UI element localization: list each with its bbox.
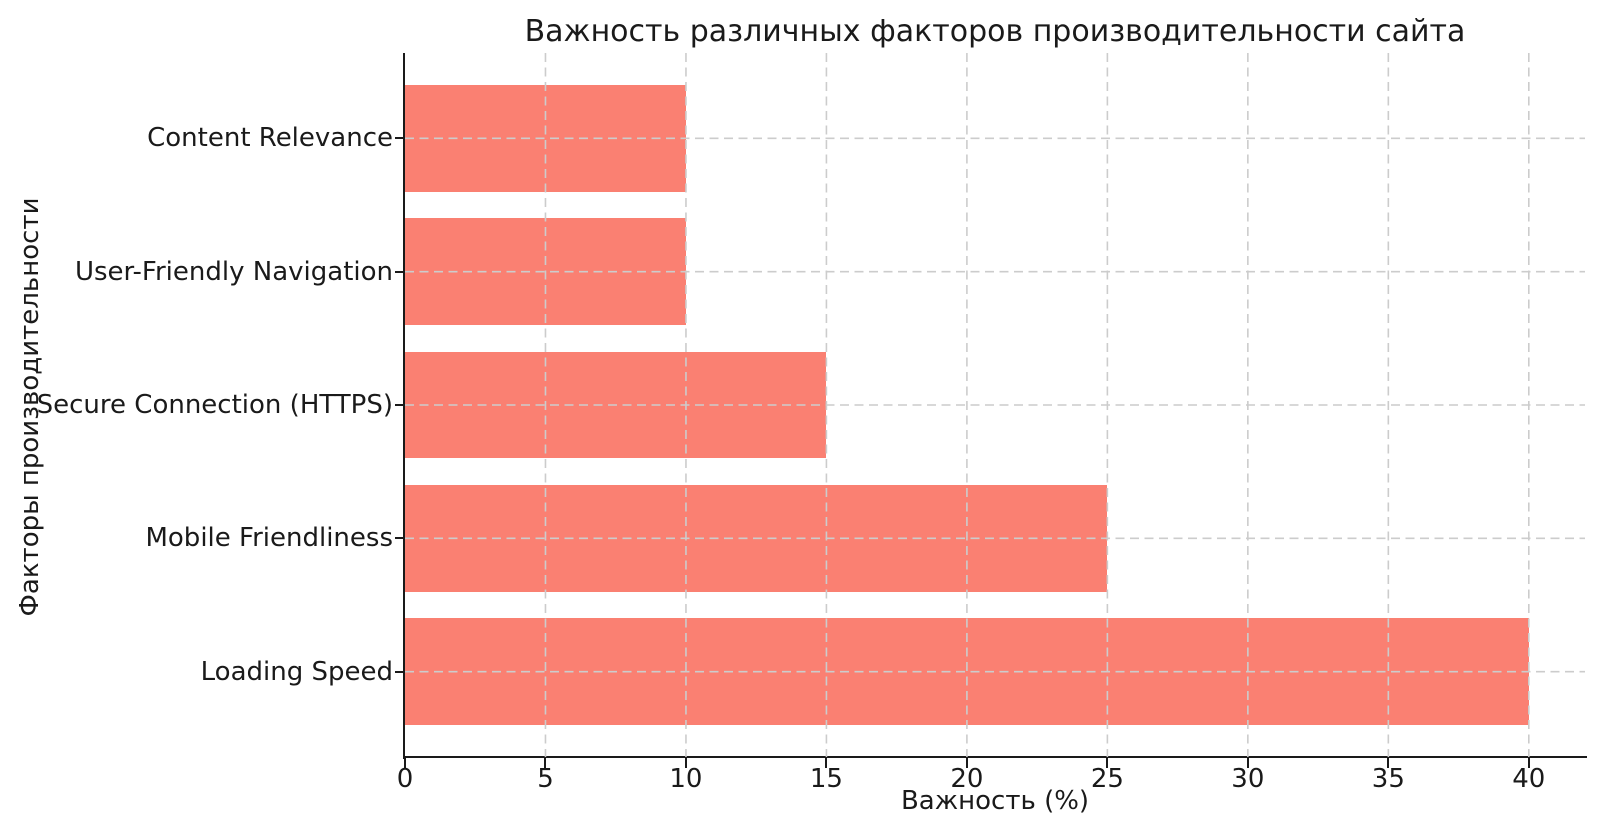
x-tick-label: 30 [1231,764,1265,794]
y-tick-mark [395,537,405,540]
y-tick-mark [395,137,405,140]
bar [405,218,686,325]
x-tick-mark [404,758,406,768]
y-tick-label: Mobile Friendliness [145,523,393,554]
x-tick-mark [965,758,968,768]
x-tick-label: 10 [669,764,703,794]
bar [405,351,827,459]
y-tick-label: Secure Connection (HTTPS) [36,390,393,420]
x-tick-label: 5 [537,764,554,794]
x-axis-title: Важность (%) [900,786,1090,816]
x-tick-mark [544,758,547,768]
y-tick-label: Loading Speed [200,656,393,687]
x-tick-label: 35 [1371,764,1405,794]
y-tick-mark [395,670,405,673]
x-tick-label: 15 [809,764,843,794]
x-tick-label: 20 [950,764,984,794]
y-tick-mark [395,404,405,406]
x-tick-mark [1106,758,1109,768]
y-tick-label: Content Relevance [147,123,393,154]
x-tick-mark [1527,758,1530,768]
bar [405,618,1529,725]
x-tick-label: 40 [1512,764,1546,794]
y-axis-spine [403,53,405,759]
bar [405,85,686,192]
x-tick-mark [825,758,828,768]
y-tick-label: User-Friendly Navigation [74,256,393,287]
x-tick-mark [1387,758,1390,768]
x-tick-mark [1246,758,1249,768]
x-tick-mark [684,758,687,768]
x-axis-spine [403,756,1587,758]
bar [405,485,1108,592]
x-tick-label: 25 [1090,764,1124,794]
y-tick-mark [395,270,405,273]
x-tick-label: 0 [396,764,414,794]
chart-title: Важность различных факторов производител… [524,14,1466,49]
